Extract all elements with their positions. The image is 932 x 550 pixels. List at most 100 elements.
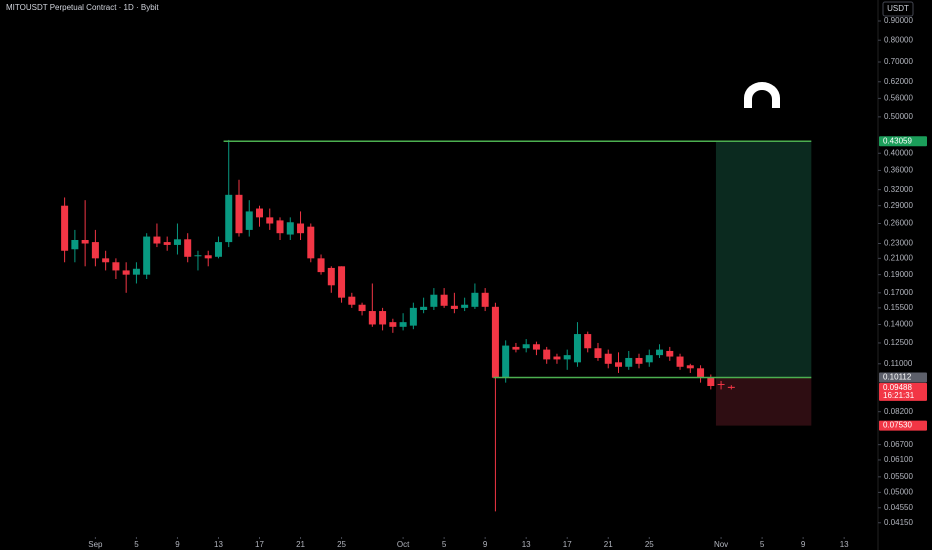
candle-body xyxy=(307,226,315,259)
candle-body xyxy=(532,344,540,350)
x-tick-label: 5 xyxy=(442,540,447,549)
candle-body xyxy=(225,194,233,243)
candle-body xyxy=(256,208,264,218)
magnet-icon xyxy=(744,82,780,108)
y-tick-label: 0.08200 xyxy=(884,407,913,416)
stop-price-tag-bg xyxy=(879,420,927,431)
candle-body xyxy=(430,294,438,307)
candle-body xyxy=(707,377,715,386)
candle-body xyxy=(338,266,346,298)
x-tick-label: 13 xyxy=(840,540,849,549)
candle-body xyxy=(379,311,387,325)
y-tick-label: 0.29000 xyxy=(884,201,913,210)
candle-body xyxy=(389,322,397,327)
candle-body xyxy=(409,307,417,326)
candle-body xyxy=(604,353,612,364)
candle-body xyxy=(666,350,674,357)
y-tick-label: 0.04150 xyxy=(884,518,913,527)
x-tick-label: 17 xyxy=(563,540,572,549)
y-tick-label: 0.36000 xyxy=(884,166,913,175)
candle-body xyxy=(286,222,294,235)
candle-body xyxy=(122,270,130,275)
stop-price-tag: 0.07530 xyxy=(883,421,912,430)
x-tick-label: 9 xyxy=(801,540,806,549)
candle-body xyxy=(132,268,140,275)
candle-body xyxy=(584,334,592,349)
currency-label[interactable]: USDT xyxy=(887,4,909,13)
y-tick-label: 0.80000 xyxy=(884,35,913,44)
candle-body xyxy=(676,356,684,367)
candle-body xyxy=(81,239,89,244)
candle-body xyxy=(461,304,469,308)
candle-body xyxy=(502,345,510,378)
x-tick-label: 25 xyxy=(337,540,346,549)
candle-body xyxy=(471,292,479,307)
x-tick-label: 9 xyxy=(175,540,180,549)
y-tick-label: 0.06700 xyxy=(884,440,913,449)
y-tick-label: 0.40000 xyxy=(884,148,913,157)
y-tick-label: 0.23000 xyxy=(884,239,913,248)
x-tick-label: 17 xyxy=(255,540,264,549)
x-tick-label: Sep xyxy=(88,540,103,549)
candle-body xyxy=(625,357,633,367)
currency-button[interactable] xyxy=(882,1,914,17)
y-tick-label: 0.15500 xyxy=(884,303,913,312)
candle-body xyxy=(214,242,222,257)
candle-body xyxy=(327,267,335,286)
x-tick-label: 5 xyxy=(134,540,139,549)
y-tick-label: 0.90000 xyxy=(884,16,913,25)
y-tick-label: 0.21000 xyxy=(884,253,913,262)
x-tick-label: 5 xyxy=(760,540,765,549)
candle-body xyxy=(614,362,622,367)
current-price-tag-bg xyxy=(879,382,927,401)
plot-area xyxy=(61,139,812,512)
y-tick-label: 0.62000 xyxy=(884,77,913,86)
candle-body xyxy=(440,294,448,306)
y-tick-label: 0.56000 xyxy=(884,93,913,102)
y-tick-label: 0.50000 xyxy=(884,112,913,121)
candle-body xyxy=(727,386,735,388)
candle-body xyxy=(266,217,274,224)
candle-body xyxy=(91,242,99,259)
y-tick-label: 0.32000 xyxy=(884,185,913,194)
y-tick-label: 0.70000 xyxy=(884,57,913,66)
target-zone xyxy=(715,141,812,378)
y-tick-label: 0.12500 xyxy=(884,338,913,347)
current-price-tag-countdown: 16:21:31 xyxy=(883,391,915,400)
y-tick-label: 0.17000 xyxy=(884,288,913,297)
entry-price-tag-bg xyxy=(879,372,927,383)
candle-body xyxy=(173,239,181,245)
current-price-tag: 0.09488 xyxy=(883,383,912,392)
candle-body xyxy=(358,304,366,312)
x-tick-label: 13 xyxy=(214,540,223,549)
y-tick-label: 0.05500 xyxy=(884,472,913,481)
candle-body xyxy=(245,211,253,230)
y-tick-label: 0.05000 xyxy=(884,487,913,496)
candle-body xyxy=(594,348,602,358)
candle-body xyxy=(645,355,653,363)
candle-body xyxy=(656,349,664,356)
candle-body xyxy=(686,365,694,369)
candle-body xyxy=(112,262,120,271)
y-tick-label: 0.19000 xyxy=(884,270,913,279)
candle-body xyxy=(194,255,202,257)
y-tick-label: 0.14000 xyxy=(884,320,913,329)
candle-body xyxy=(143,236,151,275)
candle-body xyxy=(553,356,561,360)
candle-body xyxy=(297,223,305,234)
candle-body xyxy=(420,306,428,310)
candle-body xyxy=(481,292,489,307)
candle-body xyxy=(563,355,571,360)
candle-body xyxy=(153,236,161,244)
y-tick-label: 0.26000 xyxy=(884,219,913,228)
candle-body xyxy=(163,242,171,245)
candle-body xyxy=(573,334,581,363)
x-tick-label: Oct xyxy=(397,540,410,549)
x-tick-label: 9 xyxy=(483,540,488,549)
candle-body xyxy=(543,349,551,360)
y-tick-label: 0.11000 xyxy=(884,359,913,368)
candle-body xyxy=(399,322,407,327)
stop-zone xyxy=(715,377,812,426)
